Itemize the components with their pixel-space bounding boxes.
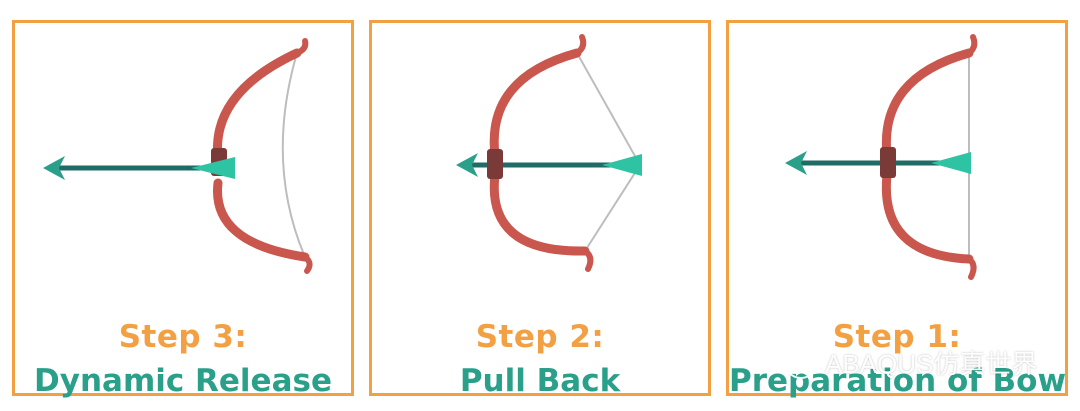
- bow-tip-upper: [294, 38, 309, 56]
- step-title: Step 1:: [832, 319, 962, 355]
- bow-limb-upper: [212, 48, 302, 163]
- bow-limb-upper: [881, 48, 974, 160]
- fletching: [931, 152, 971, 174]
- bow-tip-lower: [582, 248, 594, 272]
- panel-step-1: Step 1: Preparation of Bow: [726, 20, 1068, 399]
- step-name: Dynamic Release: [34, 363, 332, 399]
- bow-diagram-released: [43, 38, 313, 274]
- bow-tip-lower: [966, 256, 977, 280]
- bow-diagram-drawn: [456, 34, 642, 272]
- step-name: Preparation of Bow: [729, 363, 1065, 399]
- bow-grip: [880, 147, 896, 178]
- bow-grip: [487, 149, 503, 179]
- bow-string: [576, 52, 642, 252]
- bow-tip-lower: [302, 254, 313, 274]
- bow-tip-upper: [966, 34, 978, 56]
- bow-tip-upper: [574, 34, 587, 56]
- panel-step-2: Step 2: Pull Back: [369, 20, 711, 399]
- bow-string: [281, 52, 306, 258]
- step-title: Step 2:: [475, 319, 605, 355]
- watermark: ABAQUS仿真世界: [783, 342, 1037, 382]
- fletching: [602, 154, 642, 176]
- bow-limb-upper: [489, 48, 582, 160]
- bow-diagram-rest: [785, 34, 978, 280]
- step-title: Step 3:: [118, 319, 248, 355]
- fletching: [191, 157, 235, 179]
- arrowhead: [456, 153, 478, 177]
- watermark-text: ABAQUS仿真世界: [825, 348, 1038, 379]
- wechat-icon: [784, 345, 818, 379]
- panel-step-3: Step 3: Dynamic Release: [12, 20, 354, 399]
- bow-limb-lower: [213, 178, 310, 262]
- arrowhead: [785, 151, 807, 175]
- bow-limb-lower: [489, 170, 590, 256]
- bow-limb-lower: [881, 170, 974, 264]
- step-name: Pull Back: [459, 363, 621, 399]
- arrowhead: [43, 156, 65, 180]
